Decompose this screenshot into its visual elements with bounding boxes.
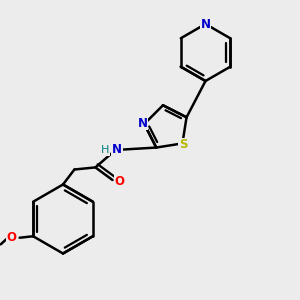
Text: N: N [112,143,122,156]
Text: O: O [114,175,124,188]
Text: S: S [179,138,188,152]
Text: O: O [7,231,16,244]
Text: N: N [200,17,211,31]
Text: H: H [101,145,109,155]
Text: N: N [138,117,148,130]
